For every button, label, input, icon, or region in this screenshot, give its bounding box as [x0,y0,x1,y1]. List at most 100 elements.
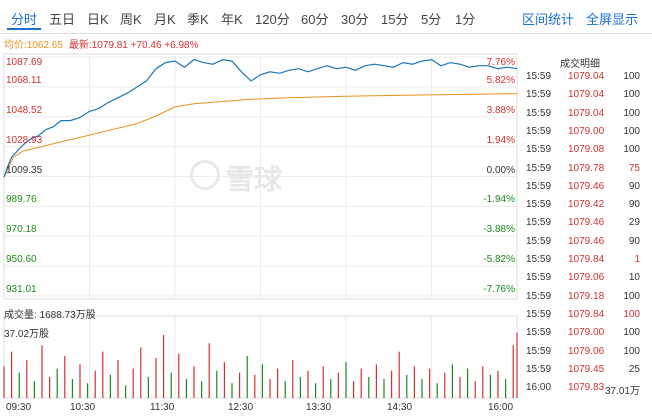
price-tick-label: 1048.52 [6,104,43,116]
tab-6[interactable]: 季K [187,12,209,27]
trade-volume: 100 [623,144,640,156]
trade-volume: 100 [623,327,640,339]
volume-bar [178,353,180,398]
trade-row: 15:59 1079.46 90 [522,236,644,254]
trade-volume: 25 [628,363,640,375]
trade-time: 15:59 [526,290,552,302]
price-tick-label: 970.18 [6,224,37,236]
active-tab-underline [7,28,41,30]
trade-row: 15:59 1079.78 75 [522,163,644,181]
volume-bar [231,383,233,398]
volume-bar [516,332,518,398]
xueqiu-logo-icon [190,160,220,190]
trade-row: 15:59 1079.04 100 [522,108,644,126]
tab-5[interactable]: 月K [154,12,176,27]
price-tick-label: 989.76 [6,194,37,206]
percent-tick-label: 5.82% [486,74,515,86]
volume-bar [292,360,294,398]
volume-bar [512,345,514,398]
volume-bar [79,364,81,398]
volume-bar [11,351,13,398]
trade-volume: 90 [628,180,640,192]
trade-volume: 100 [623,290,640,302]
volume-bar [94,370,96,398]
range-stats-button[interactable]: 区间统计 [522,12,575,27]
trade-volume: 100 [623,345,640,357]
tab-3[interactable]: 日K [87,12,109,27]
volume-bar [163,334,165,398]
trade-volume: 37.01万 [604,386,640,398]
trade-time: 15:59 [526,180,552,192]
fullscreen-button[interactable]: 全屏显示 [586,12,639,27]
volume-bar [406,374,408,398]
trade-time: 15:59 [526,125,552,137]
trade-price: 1079.45 [568,363,605,375]
tab-8[interactable]: 120分 [255,12,290,27]
volume-bar [125,385,127,398]
volume-bar [459,376,461,398]
trade-time: 15:59 [526,162,552,174]
trade-price: 1079.84 [568,308,605,320]
volume-bar [375,364,377,398]
tab-4[interactable]: 周K [120,12,142,27]
trade-price: 1079.46 [568,180,605,192]
volume-bar [467,368,469,398]
time-tick-label: 09:30 [6,402,32,413]
trade-time: 15:59 [526,144,552,156]
tab-divider [0,33,652,34]
time-tick-label: 16:00 [488,402,514,413]
volume-bar [391,370,393,398]
trade-time: 15:59 [526,217,552,229]
trade-volume: 10 [628,272,640,284]
tab-1[interactable]: 分时 [11,12,38,27]
volume-bar [170,372,172,398]
tab-9[interactable]: 60分 [301,12,329,27]
trades-title: 成交明细 [560,59,600,70]
trade-row: 15:59 1079.45 25 [522,364,644,382]
volume-bar [254,374,256,398]
volume-bar [444,372,446,398]
volume-bar [223,362,225,398]
volume-bar [193,366,195,398]
volume-max-label: 37.02万股 [4,329,50,340]
tab-7[interactable]: 年K [221,12,243,27]
volume-bar [71,379,73,398]
trade-time: 15:59 [526,327,552,339]
volume-bar [436,383,438,398]
trade-price: 1079.78 [568,162,605,174]
tab-10[interactable]: 30分 [341,12,369,27]
price-tick-label: 1028.93 [6,134,43,146]
volume-bar [155,357,157,398]
trade-price: 1079.04 [568,89,605,101]
volume-bar [284,381,286,398]
trade-volume: 100 [623,125,640,137]
tab-12[interactable]: 5分 [421,12,442,27]
trade-volume: 100 [623,308,640,320]
volume-bar [261,364,263,398]
price-tick-label: 950.60 [6,254,37,266]
trade-volume: 1 [634,254,640,265]
trade-price: 1079.04 [568,71,605,82]
price-tick-label: 1087.69 [6,57,43,68]
volume-bar [208,343,210,398]
trade-row: 15:59 1079.04 100 [522,89,644,107]
tab-11[interactable]: 15分 [381,12,409,27]
latest-price-label: 最新:1079.81 +70.46 +6.98% [68,40,199,51]
volume-bar [413,366,415,398]
volume-bar [322,366,324,398]
trade-row: 15:59 1079.84 1 [522,254,644,272]
trade-volume: 100 [623,107,640,119]
tab-13[interactable]: 1分 [455,12,476,27]
volume-bar [140,347,142,398]
tab-2[interactable]: 五日 [49,12,76,27]
trade-price: 1079.83 [568,382,605,394]
volume-bar [216,370,218,398]
volume-bar [117,360,119,398]
trade-price: 1079.08 [568,144,605,156]
trade-row: 16:00 1079.83 37.01万 [522,382,644,400]
trade-row: 15:59 1079.06 10 [522,272,644,290]
trade-price: 1079.00 [568,327,605,339]
volume-bar [360,368,362,398]
trade-price: 1079.06 [568,345,605,357]
